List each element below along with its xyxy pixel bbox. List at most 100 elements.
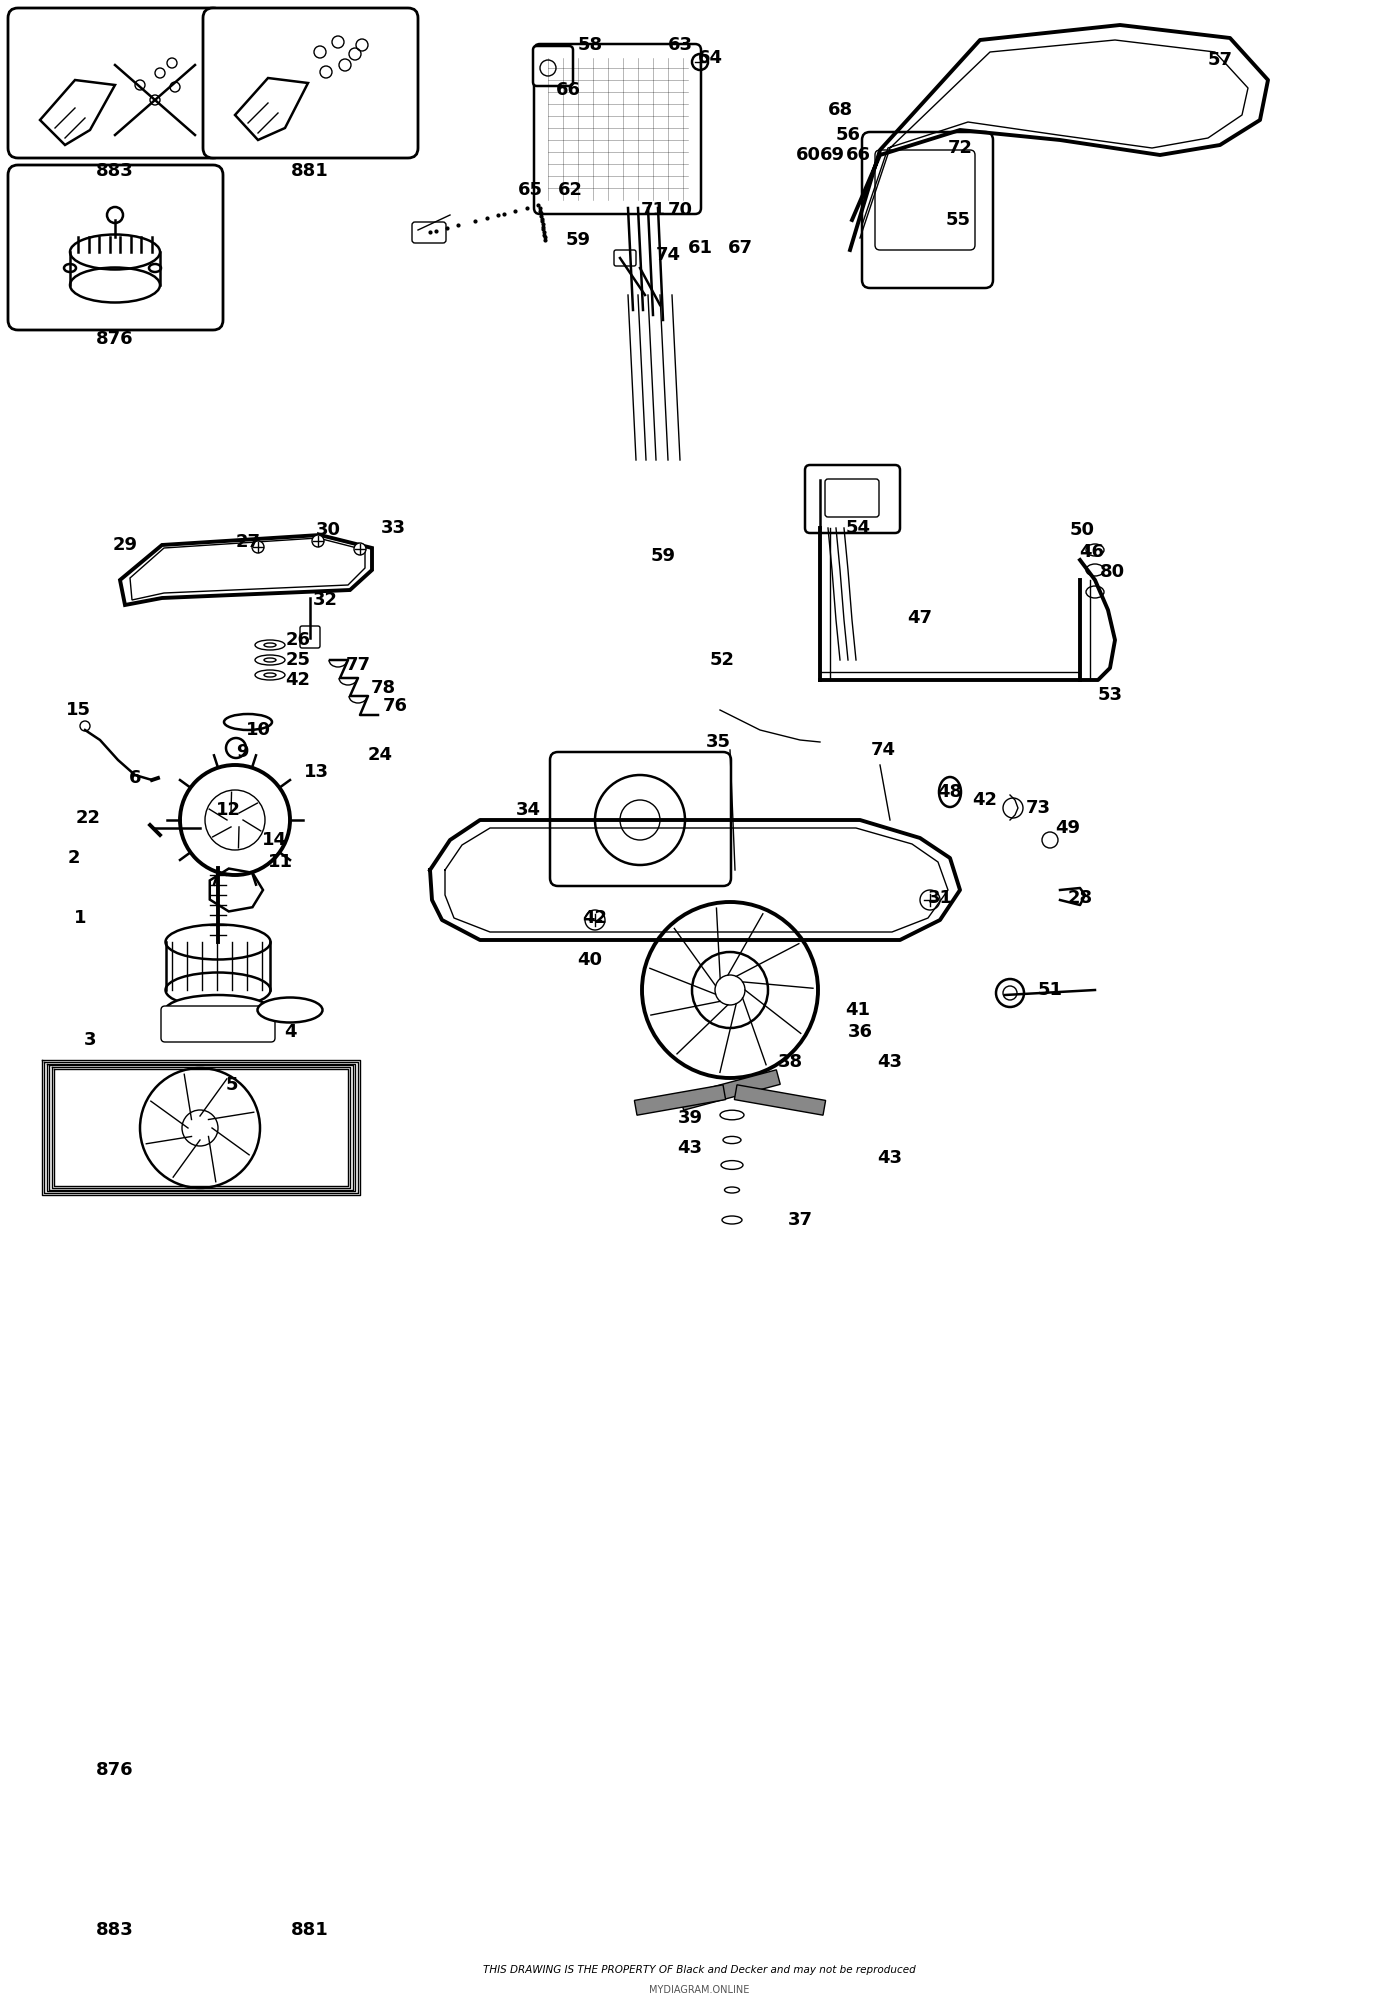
Polygon shape [734,1084,825,1116]
Text: THIS DRAWING IS THE PROPERTY OF Black and Decker and may not be reproduced: THIS DRAWING IS THE PROPERTY OF Black an… [483,1964,915,1976]
Text: 53: 53 [1097,686,1122,704]
Text: 34: 34 [515,800,540,820]
Text: 64: 64 [698,48,722,66]
Text: 12: 12 [215,800,241,820]
Text: 26: 26 [285,632,311,648]
Text: 66: 66 [845,146,870,164]
FancyBboxPatch shape [533,46,574,86]
Circle shape [312,534,325,546]
Text: 40: 40 [578,952,603,970]
Text: 69: 69 [820,146,845,164]
Text: 881: 881 [291,162,329,180]
Text: 58: 58 [578,36,603,54]
Text: 62: 62 [557,182,582,200]
Text: 78: 78 [371,680,396,698]
Text: 31: 31 [928,888,953,908]
Text: 43: 43 [677,1140,702,1156]
Text: 22: 22 [76,808,101,828]
FancyBboxPatch shape [804,464,900,532]
FancyBboxPatch shape [550,752,732,886]
Text: 54: 54 [845,518,870,536]
Text: 65: 65 [518,182,543,200]
Text: 63: 63 [667,36,693,54]
Text: 80: 80 [1100,564,1125,580]
Text: 14: 14 [262,832,287,848]
Text: 42: 42 [972,790,997,808]
Text: 47: 47 [908,608,933,628]
FancyBboxPatch shape [8,8,222,158]
Text: 46: 46 [1080,542,1104,560]
Text: 57: 57 [1207,50,1233,68]
FancyBboxPatch shape [411,222,446,242]
Text: 24: 24 [368,746,393,764]
Text: 74: 74 [656,246,680,264]
Circle shape [354,542,367,554]
FancyBboxPatch shape [862,132,993,288]
Text: 33: 33 [381,518,406,536]
Text: 28: 28 [1067,888,1093,908]
Text: 49: 49 [1055,820,1080,836]
Circle shape [252,540,264,552]
Text: 71: 71 [641,202,666,218]
Ellipse shape [257,998,323,1022]
Text: 68: 68 [827,100,852,120]
Text: 2: 2 [67,848,80,868]
Text: 3: 3 [84,1032,97,1048]
FancyBboxPatch shape [299,626,320,648]
FancyBboxPatch shape [534,44,701,214]
Text: 39: 39 [677,1108,702,1128]
Text: 70: 70 [667,202,693,218]
Text: 36: 36 [848,1024,873,1040]
Text: 52: 52 [709,652,734,668]
Text: 76: 76 [382,698,407,716]
Polygon shape [634,1084,726,1116]
Text: 41: 41 [845,1000,870,1020]
Text: 9: 9 [236,742,248,760]
Text: MYDIAGRAM.ONLINE: MYDIAGRAM.ONLINE [649,1984,750,1996]
Polygon shape [680,1070,781,1110]
Text: 37: 37 [788,1210,813,1228]
Text: 15: 15 [66,702,91,720]
Text: 59: 59 [565,230,590,248]
Text: 42: 42 [582,908,607,928]
Text: 43: 43 [877,1052,902,1072]
Text: 55: 55 [946,210,971,228]
Text: 30: 30 [316,520,340,538]
Text: 29: 29 [112,536,137,554]
Text: 59: 59 [651,546,676,564]
Text: 74: 74 [870,740,895,758]
Text: 50: 50 [1069,520,1094,538]
FancyBboxPatch shape [161,1006,276,1042]
FancyBboxPatch shape [874,150,975,250]
Circle shape [227,738,246,758]
Text: 1: 1 [74,908,87,928]
Text: 4: 4 [284,1024,297,1040]
Text: 73: 73 [1025,798,1051,816]
Text: 48: 48 [937,782,963,800]
Text: 13: 13 [304,762,329,780]
Text: 11: 11 [267,852,292,872]
FancyBboxPatch shape [825,478,879,516]
Text: 6: 6 [129,768,141,786]
Text: 876: 876 [97,1760,134,1780]
Text: 42: 42 [285,672,311,688]
Text: 67: 67 [727,238,753,256]
Text: 5: 5 [225,1076,238,1094]
Text: 61: 61 [687,238,712,256]
Text: 883: 883 [97,162,134,180]
Text: 66: 66 [555,80,581,98]
Text: 25: 25 [285,652,311,668]
FancyBboxPatch shape [8,166,222,330]
Text: 876: 876 [97,330,134,348]
Text: 43: 43 [877,1148,902,1168]
FancyBboxPatch shape [614,250,637,266]
FancyBboxPatch shape [203,8,418,158]
Text: 60: 60 [796,146,820,164]
Text: 10: 10 [245,720,270,738]
Ellipse shape [224,714,271,730]
Text: 56: 56 [835,126,860,144]
Ellipse shape [165,994,270,1024]
Text: 881: 881 [291,1920,329,1940]
Text: 883: 883 [97,1920,134,1940]
Text: 77: 77 [346,656,371,674]
